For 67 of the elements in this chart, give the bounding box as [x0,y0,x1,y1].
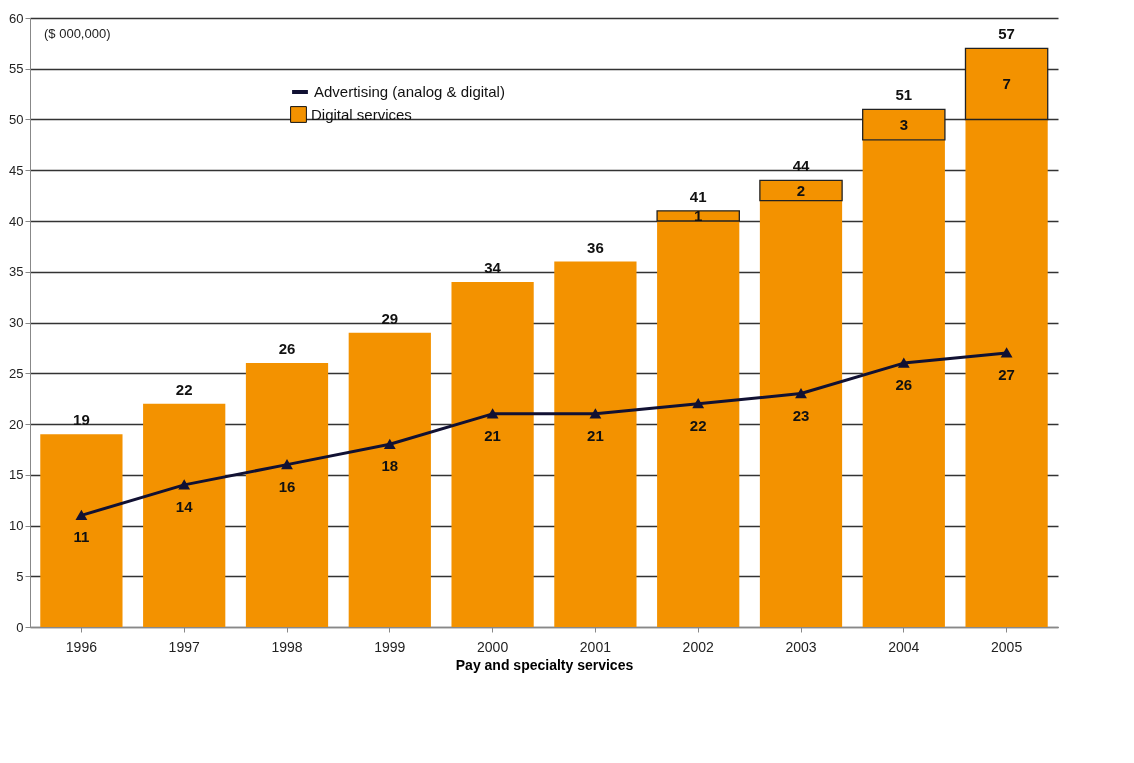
y-tick-label: 60 [9,10,24,26]
data-label: 21 [484,426,501,444]
total-label: 19 [73,411,90,429]
data-label: 21 [587,426,604,444]
total-label: 41 [689,187,707,205]
y-tick-label: 50 [9,112,24,127]
point [487,409,498,419]
point [384,439,395,449]
data-label: 22 [689,416,707,434]
data-label: 14 [175,497,194,515]
x-tick-label: 2001 [579,638,612,655]
bar [554,261,637,627]
legend-label: Advertising (analog & digital) [314,83,505,100]
bar [348,332,431,627]
x-tick-label: 2000 [477,638,509,655]
point [795,388,807,399]
bar [451,281,534,627]
y-tick-label: 15 [9,467,24,483]
y-tick-label: 0 [16,619,24,635]
total-label: 22 [175,380,193,398]
point [590,409,601,419]
y-tick-label: 30 [9,315,24,330]
total-label: 51 [895,86,913,104]
total-label: 44 [792,157,810,175]
x-tick-label: 1997 [168,638,200,655]
data-label: 27 [998,365,1015,383]
data-label: 26 [895,376,913,394]
point [898,358,909,368]
point [693,399,704,409]
data-label: 18 [381,457,399,475]
total-label: 57 [998,25,1015,43]
bar [40,434,123,627]
data-label: 16 [278,477,296,495]
y-tick-label: 45 [9,162,24,178]
data-label: 7 [1002,74,1011,92]
y-tick-label: 35 [9,264,24,280]
point [1001,348,1012,358]
x-tick-label: 2005 [991,638,1023,655]
y-tick-label: 25 [9,365,24,381]
total-label: 34 [484,258,502,276]
x-tick-label: 1999 [374,638,406,655]
bar [245,363,329,627]
y-tick-label: 5 [16,568,24,584]
point [281,459,293,470]
bar [143,403,226,627]
legend-label: Digital services [311,105,412,123]
y-tick-label: 55 [9,61,24,77]
data-label: 11 [73,528,90,546]
x-tick-label: 2004 [888,638,920,655]
data-label: 2 [796,181,806,199]
x-tick-label: 2003 [785,638,817,655]
x-tick-label: 1996 [65,638,98,655]
total-label: 26 [278,340,296,358]
point [179,480,190,490]
total-label: 36 [587,238,604,256]
total-label: 29 [381,309,399,327]
x-axis-title: Pay and specialty services [455,656,634,673]
y-tick-label: 10 [9,518,24,533]
y-tick-label: 40 [9,213,24,229]
point [76,510,87,520]
x-tick-label: 1998 [271,638,303,655]
annotation: ($ 000,000) [44,26,111,41]
y-tick-label: 20 [9,416,24,432]
data-label: 23 [792,406,810,424]
x-tick-label: 2002 [682,638,714,655]
data-label: 3 [899,115,908,133]
data-label: 1 [694,206,703,224]
